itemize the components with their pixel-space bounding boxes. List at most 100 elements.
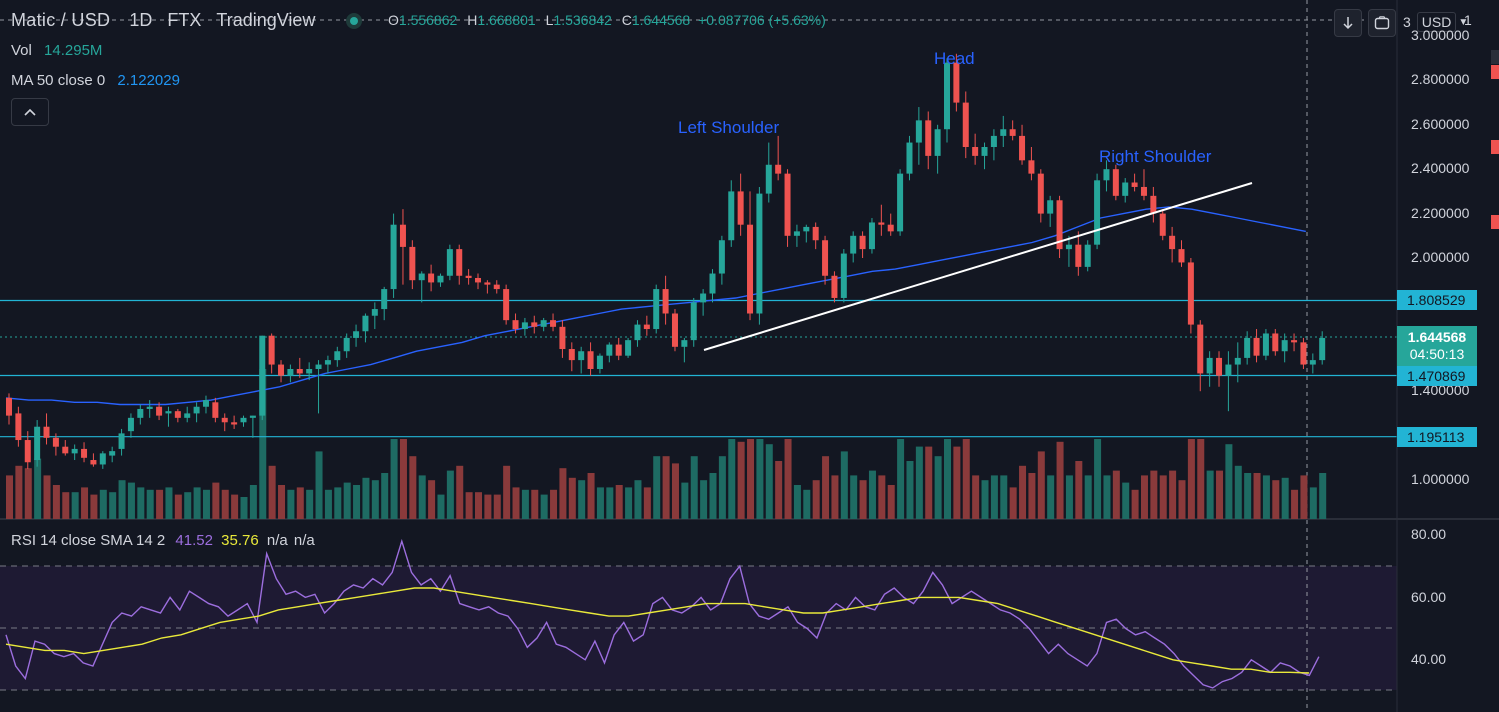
candle-body: [934, 129, 941, 156]
volume-bar: [662, 456, 670, 519]
candle: [887, 213, 894, 236]
candle-body: [324, 360, 331, 365]
candle-body: [231, 422, 238, 425]
candle-body: [409, 246, 416, 281]
volume-bar: [728, 439, 736, 519]
volume-bar: [775, 461, 783, 519]
scale-number[interactable]: 1: [1464, 12, 1472, 28]
volume-bar: [221, 489, 229, 519]
annotation-head: Head: [934, 49, 975, 68]
candle-body: [399, 224, 406, 247]
candle-body: [606, 344, 613, 356]
candle-body: [1281, 340, 1288, 352]
volume-bar: [540, 494, 548, 519]
candle-body: [24, 440, 31, 463]
candle: [418, 271, 425, 303]
current-price-tag: 1.644568 04:50:13: [1397, 326, 1477, 366]
volume-bar: [1159, 475, 1167, 519]
side-marker: [1491, 50, 1499, 64]
candle-body: [1216, 357, 1223, 376]
candle: [1122, 178, 1129, 203]
volume-bar: [109, 492, 117, 519]
screenshot-button[interactable]: [1368, 9, 1396, 37]
candle: [221, 413, 228, 432]
candle-body: [62, 446, 69, 454]
candle-body: [728, 191, 735, 241]
candle-body: [334, 351, 341, 361]
candle: [803, 224, 810, 243]
candle: [822, 235, 829, 285]
volume-bar: [249, 485, 257, 519]
candle-body: [1262, 333, 1269, 356]
volume-bar: [737, 441, 745, 519]
download-button[interactable]: [1334, 9, 1362, 37]
candle-body: [259, 335, 266, 416]
candle: [540, 317, 547, 332]
volume-bar: [324, 489, 332, 519]
candle-body: [1112, 169, 1119, 196]
annotation-right-shoulder: Right Shoulder: [1099, 147, 1212, 166]
candle-body: [1244, 337, 1251, 358]
candle-body: [503, 289, 510, 321]
candle: [287, 364, 294, 383]
candle-body: [165, 411, 172, 414]
candle: [371, 302, 378, 330]
volume-bar: [268, 465, 276, 519]
candle-body: [1028, 160, 1035, 174]
volume-bar: [887, 485, 895, 519]
candle: [165, 406, 172, 427]
candle-body: [587, 351, 594, 369]
candle-body: [775, 164, 782, 174]
candle: [381, 286, 388, 321]
candle-body: [446, 249, 453, 276]
candle-body: [887, 224, 894, 232]
volume-label: Vol: [11, 42, 32, 59]
candle: [953, 53, 960, 112]
collapse-legend-button[interactable]: [11, 98, 49, 126]
ma-legend[interactable]: MA 50 close 0 2.122029: [11, 72, 180, 89]
volume-bar: [531, 489, 539, 519]
candle: [71, 444, 78, 461]
candles: [6, 53, 1326, 469]
candle: [559, 320, 566, 358]
volume-bar: [1056, 441, 1064, 519]
candle-body: [184, 413, 191, 418]
volume-bar: [1169, 470, 1177, 519]
volume-bar: [868, 470, 876, 519]
exchange-label: FTX: [167, 10, 202, 30]
candle: [174, 408, 181, 423]
candle: [212, 397, 219, 423]
candle-body: [690, 302, 697, 341]
candle: [728, 180, 735, 247]
volume-bar: [1009, 487, 1017, 519]
interval-label[interactable]: 1D: [129, 10, 153, 30]
volume-bar: [634, 480, 642, 519]
candle: [127, 413, 134, 438]
candle-body: [99, 453, 106, 465]
candle-body: [81, 448, 88, 458]
candle: [259, 335, 266, 421]
candle-body: [578, 351, 585, 361]
candle: [296, 357, 303, 378]
volume-bar: [99, 489, 107, 519]
annotation-left-shoulder: Left Shoulder: [678, 118, 780, 137]
candle: [475, 273, 481, 290]
rsi-legend[interactable]: RSI 14 close SMA 14 2 41.52 35.76 n/a n/…: [11, 532, 315, 549]
volume-legend[interactable]: Vol 14.295M: [11, 42, 102, 59]
candle: [1300, 337, 1307, 369]
candle-body: [671, 313, 678, 347]
candle: [306, 362, 313, 381]
candle: [1319, 331, 1326, 365]
symbol-name[interactable]: Matic / USD: [11, 10, 111, 30]
candle-body: [296, 369, 303, 374]
candle-body: [643, 324, 650, 330]
currency-selector[interactable]: 3 USD ▼: [1403, 9, 1477, 35]
candle-body: [353, 331, 360, 338]
candle: [756, 186, 763, 325]
candle: [906, 135, 913, 181]
volume-bar: [306, 489, 314, 519]
symbol-legend: Matic / USD 1D FTX TradingView: [11, 10, 315, 31]
candle-body: [1309, 360, 1316, 365]
candle: [1037, 169, 1044, 223]
